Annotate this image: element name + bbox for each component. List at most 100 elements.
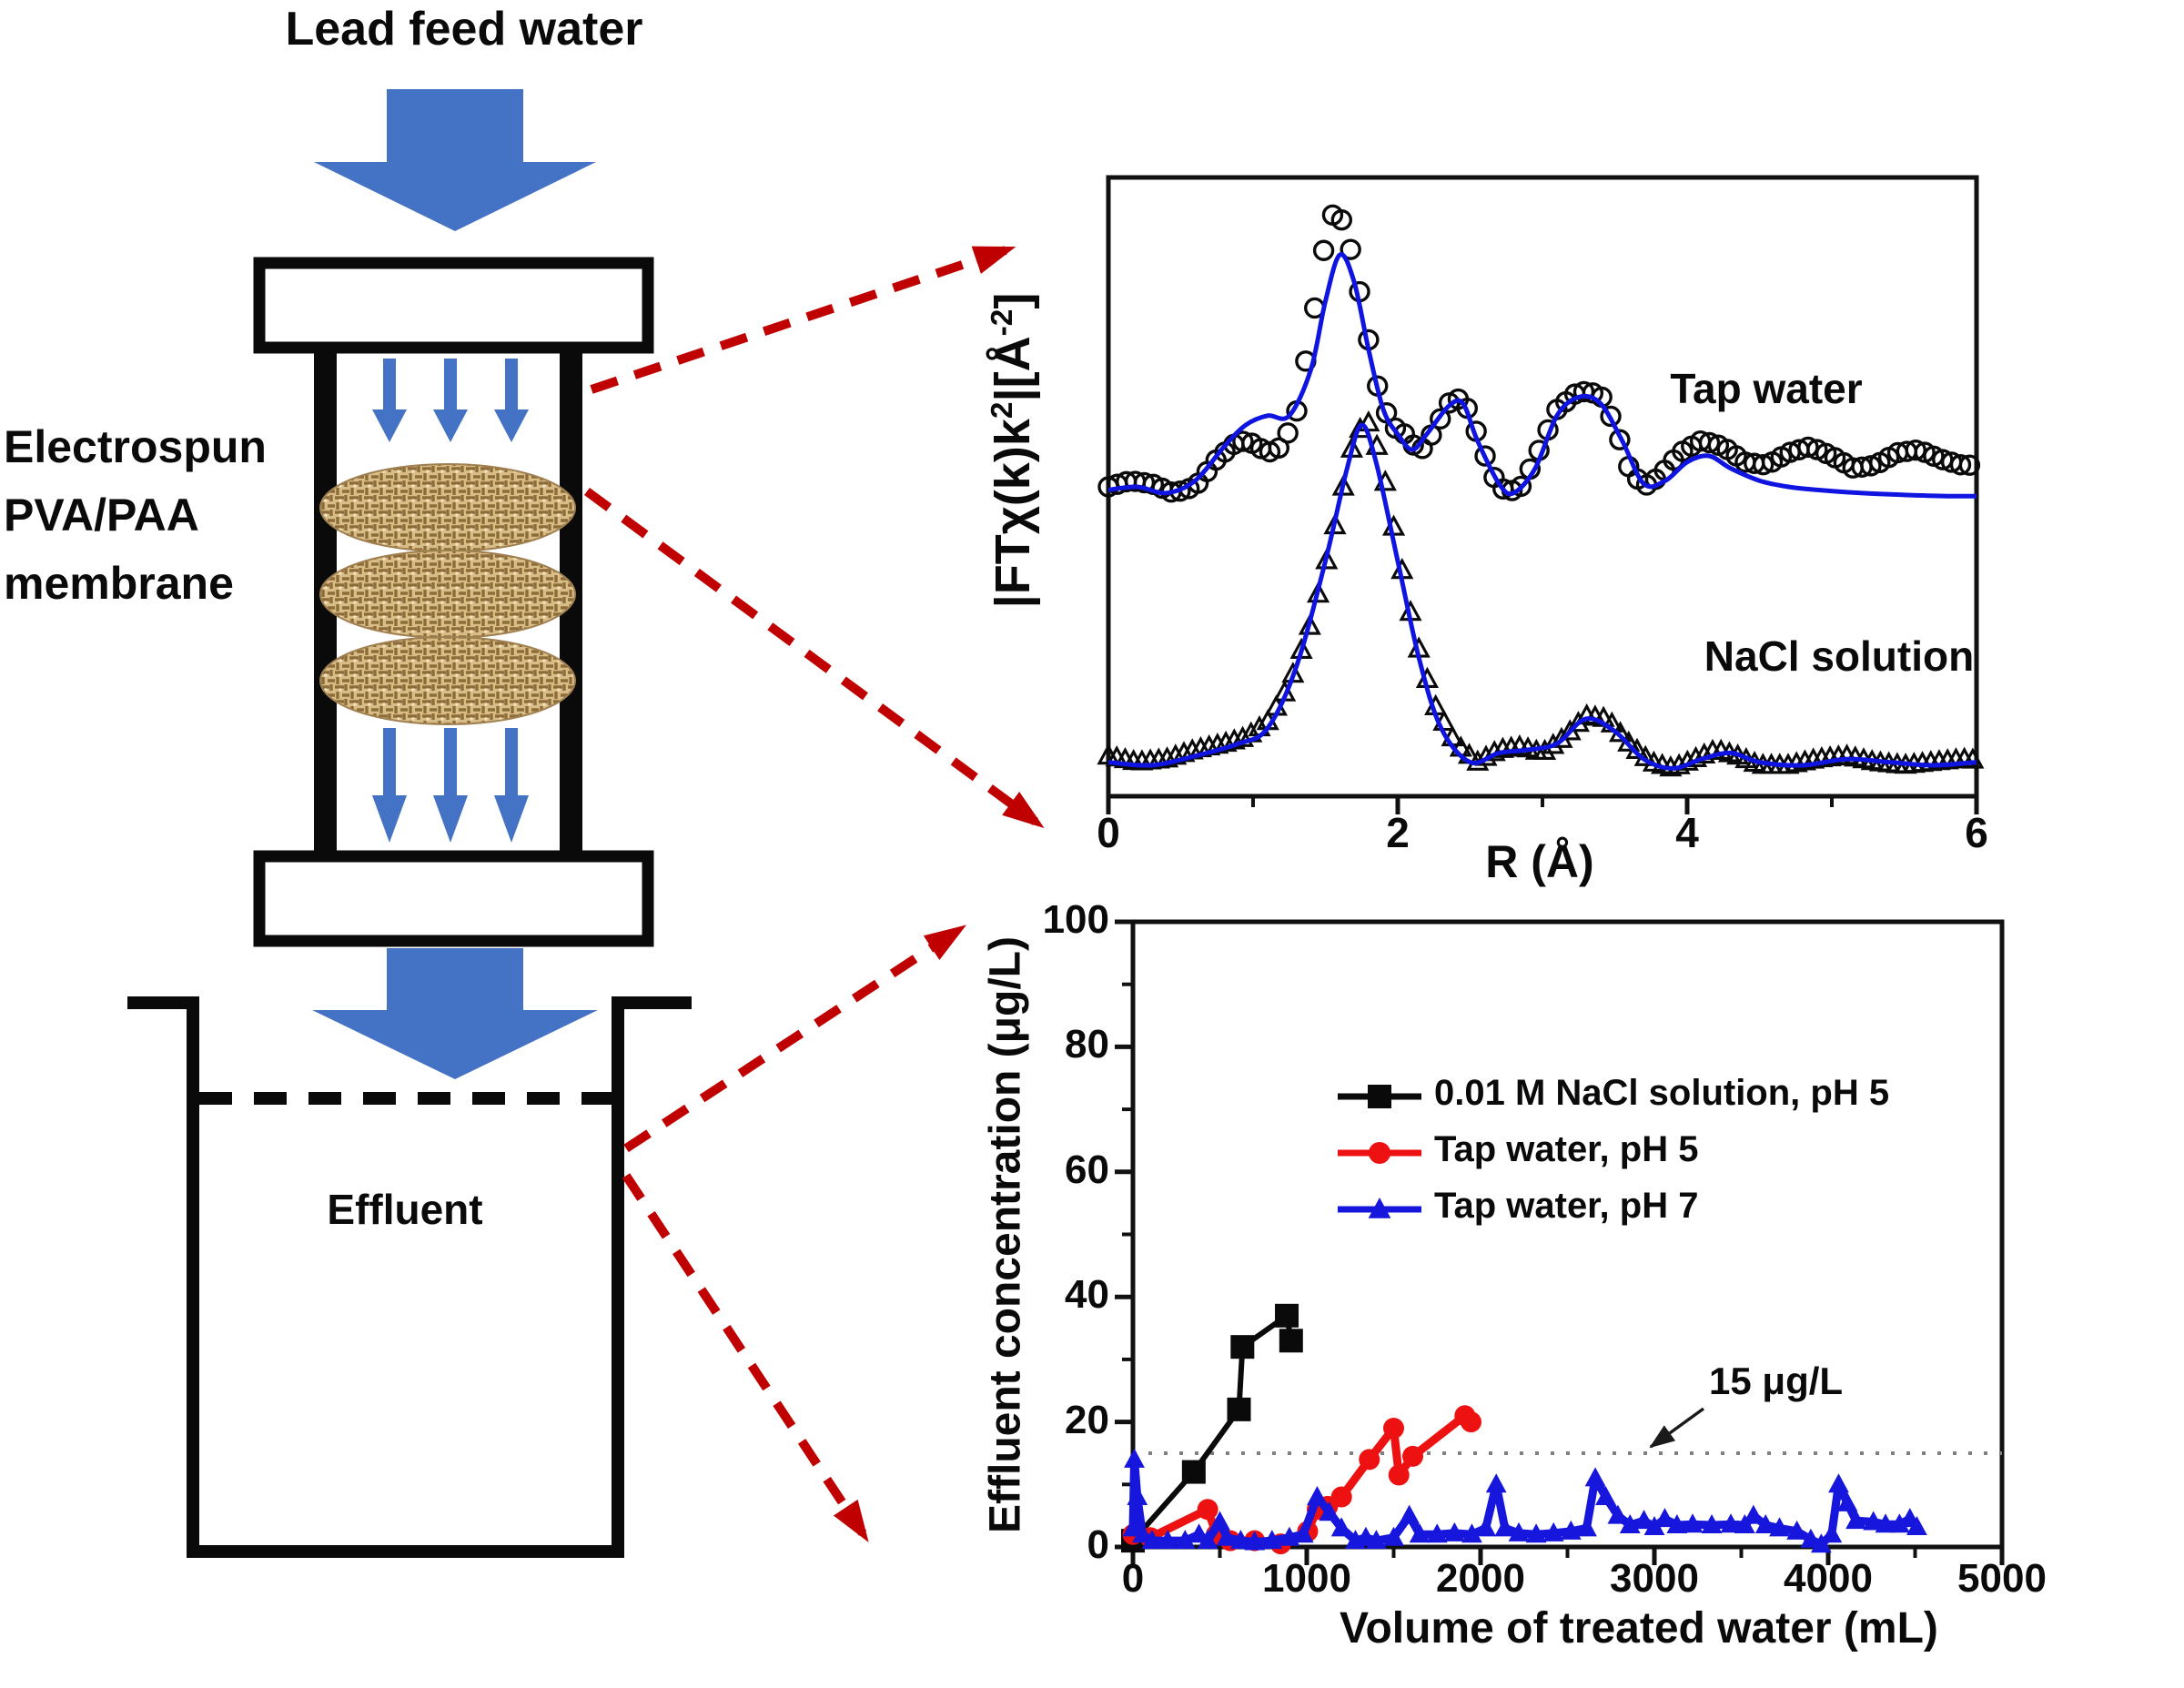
membrane-label-line3: membrane (4, 558, 234, 609)
exafs-x-tick-label: 6 (1965, 809, 1988, 856)
data-marker-circle (1369, 1142, 1390, 1164)
data-marker-square (1275, 1303, 1299, 1328)
data-marker-triangle (1383, 1526, 1404, 1546)
data-marker-triangle (1542, 1521, 1564, 1541)
red-dashed-arrows (584, 246, 1045, 1543)
data-marker-triangle (1214, 730, 1238, 753)
data-marker-triangle (1560, 1520, 1582, 1540)
data-marker-square (1368, 1085, 1391, 1108)
data-marker-triangle (1127, 1486, 1148, 1506)
data-marker-circle (1359, 1449, 1380, 1471)
data-marker-triangle (1743, 1504, 1764, 1524)
exafs-fit-line (1107, 422, 1977, 771)
data-marker-circle (1197, 1499, 1218, 1521)
data-marker-triangle (1863, 1511, 1885, 1531)
data-marker-triangle (1222, 728, 1246, 750)
exafs-fit-line (1107, 252, 1977, 499)
data-marker-square (1230, 1335, 1255, 1359)
exafs-x-axis-label: R (Å) (1485, 836, 1594, 887)
callout-arrow-effluent-bottom-icon (622, 1173, 869, 1543)
data-marker-triangle (1701, 1513, 1723, 1533)
data-marker-triangle (1785, 751, 1808, 773)
flow-arrows-top-icon (372, 359, 529, 442)
charts (1097, 175, 2005, 1565)
breakthrough-x-tick-label: 2000 (1436, 1556, 1525, 1601)
data-marker-triangle (1494, 1517, 1516, 1537)
membrane-label-line1: Electrospun (4, 421, 267, 472)
data-marker-triangle (1906, 1516, 1927, 1536)
data-marker-circle (1600, 405, 1622, 428)
breakthrough-x-tick-label: 1000 (1262, 1556, 1351, 1601)
data-marker-triangle (1155, 746, 1179, 768)
data-marker-triangle (1261, 1530, 1283, 1550)
data-marker-triangle (1769, 1517, 1790, 1537)
breakthrough-y-tick-label: 60 (1065, 1147, 1109, 1192)
breakthrough-x-tick-label: 0 (1121, 1556, 1145, 1601)
data-marker-triangle (1230, 725, 1255, 747)
breakthrough-x-tick-label: 3000 (1610, 1556, 1699, 1601)
data-marker-triangle (1836, 1491, 1858, 1511)
data-marker-square (1227, 1397, 1251, 1421)
data-marker-triangle (1810, 1533, 1832, 1553)
data-marker-triangle (1754, 1513, 1776, 1533)
data-marker-circle (1698, 431, 1721, 454)
data-marker-triangle (1443, 1521, 1465, 1541)
data-marker-triangle (1298, 613, 1321, 635)
threshold-value-label: 15 μg/L (1709, 1359, 1844, 1402)
data-marker-triangle (1786, 1520, 1808, 1540)
data-marker-triangle (1331, 474, 1355, 496)
data-marker-triangle (1409, 1523, 1431, 1543)
data-marker-triangle (1174, 1530, 1196, 1550)
data-marker-triangle (1800, 1528, 1822, 1548)
callout-arrow-effluent-top-icon (623, 925, 967, 1153)
callout-arrow-membrane-bottom-icon (584, 487, 1045, 829)
legend-entry-label: Tap water, pH 5 (1434, 1129, 1699, 1169)
data-marker-triangle (1485, 1473, 1507, 1493)
data-marker-triangle (1292, 1523, 1314, 1543)
data-marker-circle (1958, 454, 1981, 476)
feed-down-arrow-icon (314, 89, 596, 231)
callout-arrow-membrane-top-icon (590, 246, 1016, 394)
data-marker-triangle (1845, 1510, 1866, 1530)
data-marker-square (1181, 1460, 1206, 1484)
data-marker-triangle (1584, 1467, 1606, 1487)
data-marker-triangle (1875, 1513, 1896, 1533)
data-marker-circle (1340, 238, 1361, 260)
data-marker-triangle (1888, 1513, 1910, 1533)
data-marker-circle (1330, 1486, 1352, 1508)
effluent-label: Effluent (327, 1186, 483, 1233)
effluent-down-arrow-icon (312, 948, 598, 1079)
data-marker-triangle (1426, 1523, 1448, 1543)
data-marker-triangle (1197, 1530, 1218, 1550)
data-marker-circle (1383, 1417, 1404, 1439)
breakthrough-x-tick-label: 5000 (1957, 1556, 2047, 1601)
data-marker-triangle (1399, 1504, 1421, 1524)
data-marker-circle (1268, 437, 1290, 459)
data-marker-triangle (1323, 512, 1347, 535)
breakthrough-y-tick-label: 40 (1065, 1272, 1109, 1318)
data-marker-circle (1388, 1464, 1410, 1486)
breakthrough-y-tick-label: 20 (1065, 1397, 1109, 1442)
diagram-title: Lead feed water (285, 3, 643, 56)
data-marker-triangle (1793, 749, 1817, 771)
data-marker-circle (1949, 454, 1972, 476)
data-marker-circle (1860, 455, 1882, 477)
data-marker-triangle (1230, 1530, 1251, 1550)
breakthrough-x-tick-label: 4000 (1784, 1556, 1873, 1601)
data-marker-triangle (1315, 548, 1339, 570)
data-marker-triangle (1720, 1513, 1742, 1533)
data-marker-triangle (1828, 1473, 1849, 1493)
exafs-annotation-nacl-solution: NaCl solution (1704, 632, 1975, 680)
data-marker-triangle (1366, 1530, 1387, 1550)
data-marker-square (1279, 1329, 1303, 1353)
data-marker-triangle (1633, 1510, 1654, 1530)
exafs-annotation-tap-water: Tap water (1670, 365, 1863, 412)
breakthrough-x-axis-label: Volume of treated water (mL) (1340, 1604, 1938, 1653)
exafs-y-axis-label: |FTχ(k)k2|[Å-2] (986, 292, 1040, 609)
data-marker-triangle (1157, 1530, 1178, 1550)
data-marker-triangle (1141, 1530, 1163, 1550)
data-marker-triangle (1693, 742, 1716, 764)
threshold-annotation-arrow-icon (1649, 1407, 1705, 1449)
effluent-beaker (127, 996, 692, 1558)
